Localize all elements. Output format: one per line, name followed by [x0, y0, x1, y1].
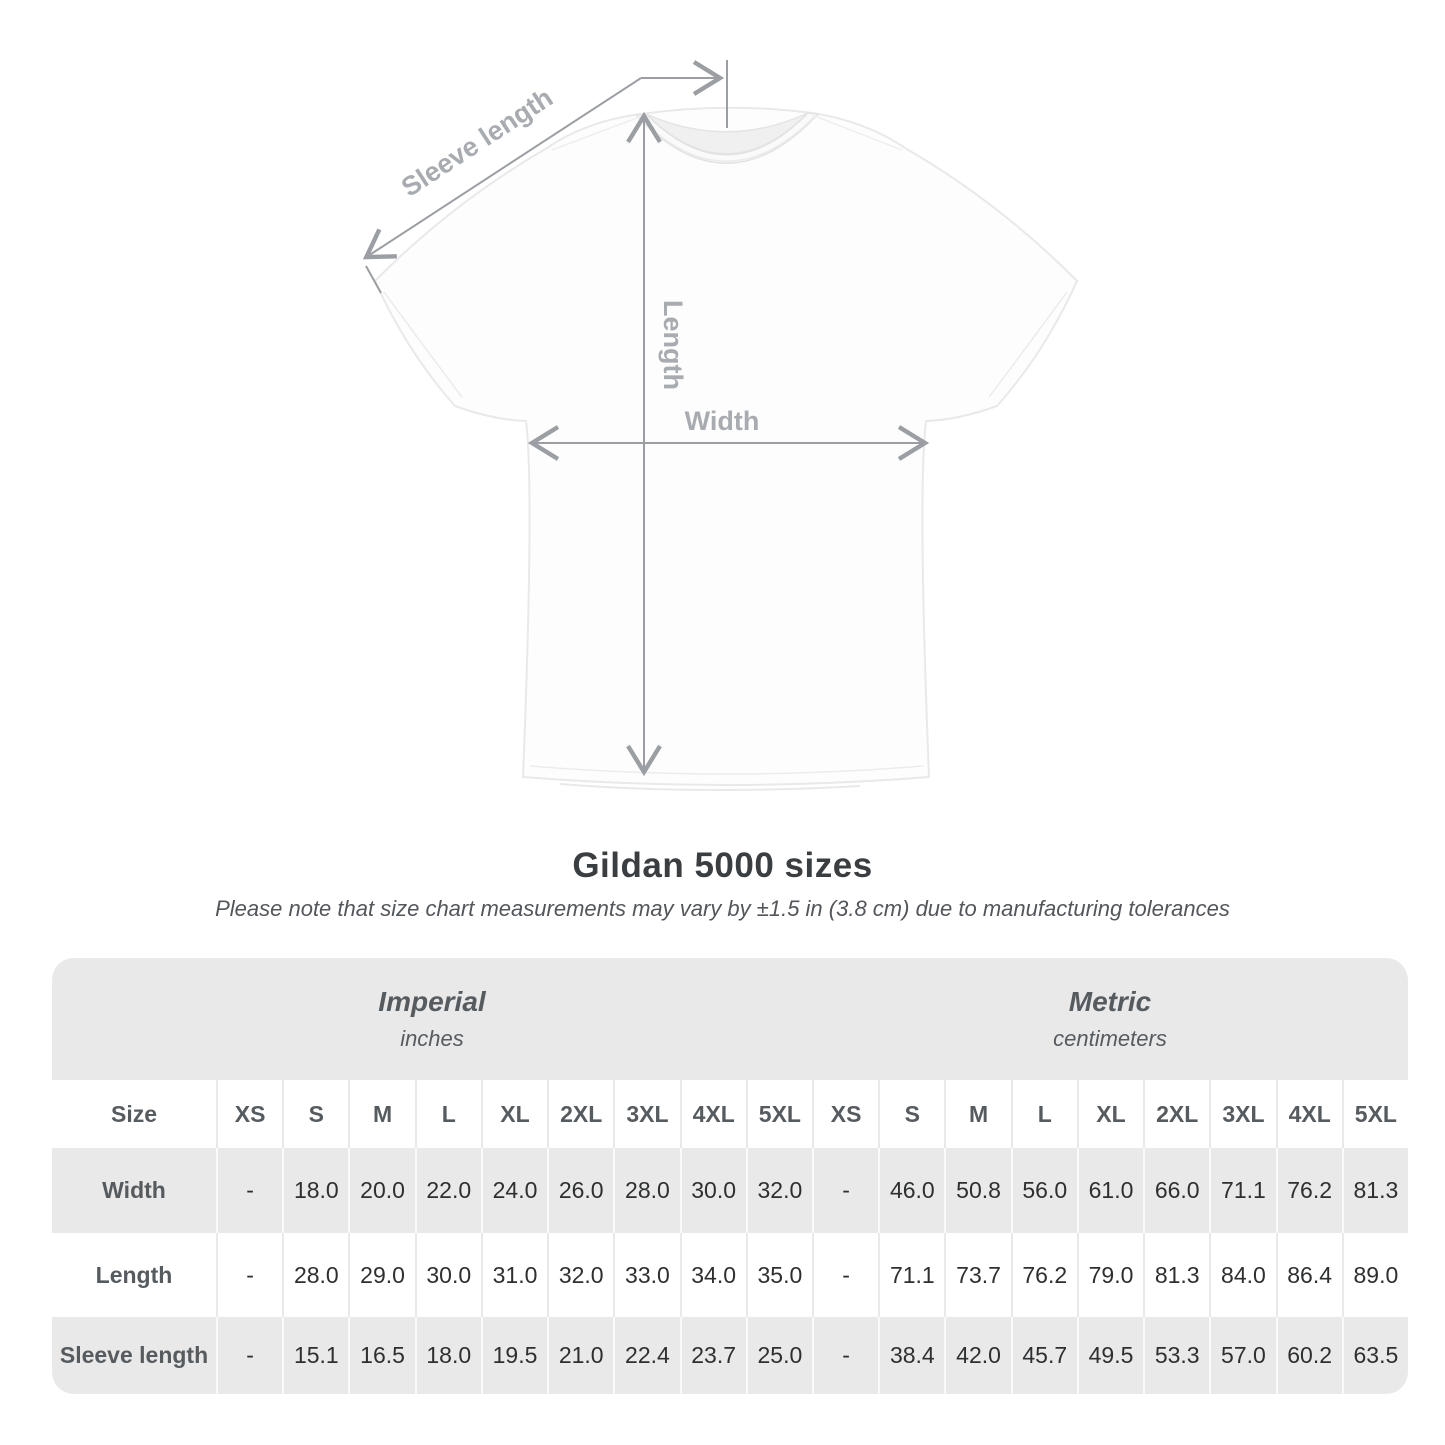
value-cell: 66.0 [1143, 1148, 1210, 1233]
value-cell: 23.7 [679, 1317, 746, 1394]
size-table: Imperial inches Metric centimeters Size X… [52, 958, 1408, 1394]
value-cell: - [811, 1317, 879, 1394]
value-cell: 16.5 [348, 1317, 415, 1394]
tshirt-cuff-seam-left [383, 291, 463, 398]
value-cell: 57.0 [1209, 1317, 1276, 1394]
value-cell: 71.1 [1209, 1148, 1276, 1233]
tshirt-cuff-seam-right [988, 291, 1068, 398]
sleeve-length-cuff-tick [365, 265, 382, 294]
value-cell: 28.0 [282, 1233, 349, 1317]
value-cell: 34.0 [679, 1233, 746, 1317]
value-cell: 76.2 [1010, 1233, 1077, 1317]
value-cell: 61.0 [1076, 1148, 1144, 1233]
tshirt-collar-seam [640, 117, 814, 162]
metric-group-header: Metric centimeters [811, 958, 1408, 1080]
value-cell: 45.7 [1010, 1317, 1077, 1394]
value-cell: 84.0 [1209, 1233, 1276, 1317]
size-header-metric-5xl: 5XL [1341, 1080, 1408, 1148]
value-cell: 32.0 [547, 1233, 614, 1317]
value-cell: - [216, 1317, 283, 1394]
row-label: Sleeve length [52, 1317, 216, 1394]
page-title: Gildan 5000 sizes [572, 846, 873, 885]
value-cell: 50.8 [944, 1148, 1011, 1233]
value-cell: 76.2 [1275, 1148, 1342, 1233]
size-header-imperial-l: L [414, 1080, 481, 1148]
size-header-imperial-xs: XS [216, 1080, 283, 1148]
value-cell: 81.3 [1143, 1233, 1210, 1317]
value-cell: - [811, 1233, 879, 1317]
value-cell: 24.0 [480, 1148, 548, 1233]
value-cell: 38.4 [878, 1317, 945, 1394]
imperial-group-title: Imperial [378, 986, 486, 1017]
value-cell: 46.0 [878, 1148, 945, 1233]
tolerance-note: Please note that size chart measurements… [215, 896, 1230, 921]
tshirt-hem-shadow [559, 783, 861, 792]
value-cell: 42.0 [944, 1317, 1011, 1394]
value-cell: 30.0 [679, 1148, 746, 1233]
size-header-metric-4xl: 4XL [1275, 1080, 1342, 1148]
size-header-imperial-5xl: 5XL [745, 1080, 812, 1148]
value-cell: 53.3 [1143, 1317, 1210, 1394]
value-cell: 15.1 [282, 1317, 349, 1394]
imperial-group-unit: inches [400, 1026, 464, 1051]
size-header-metric-3xl: 3XL [1209, 1080, 1276, 1148]
value-cell: 49.5 [1076, 1317, 1144, 1394]
value-cell: - [811, 1148, 879, 1233]
value-cell: 21.0 [547, 1317, 614, 1394]
size-header-imperial-xl: XL [480, 1080, 548, 1148]
size-header-metric-l: L [1010, 1080, 1077, 1148]
value-cell: 19.5 [480, 1317, 548, 1394]
tshirt-shoulder-seam-right [811, 114, 903, 151]
width-label: Width [685, 406, 760, 436]
imperial-group-header: Imperial inches [52, 958, 812, 1080]
value-cell: - [216, 1148, 283, 1233]
value-cell: 79.0 [1076, 1233, 1144, 1317]
value-cell: 56.0 [1010, 1148, 1077, 1233]
row-label: Length [52, 1233, 216, 1317]
tshirt-measurement-diagram: Sleeve length Length Width [0, 60, 1079, 792]
value-cell: 20.0 [348, 1148, 415, 1233]
value-cell: 30.0 [414, 1233, 481, 1317]
value-cell: 35.0 [745, 1233, 812, 1317]
size-header-metric-m: M [944, 1080, 1011, 1148]
value-cell: 22.4 [613, 1317, 680, 1394]
value-cell: 89.0 [1341, 1233, 1408, 1317]
size-header-imperial-3xl: 3XL [613, 1080, 680, 1148]
size-header-metric-xs: XS [811, 1080, 879, 1148]
value-cell: 60.2 [1275, 1317, 1342, 1394]
value-cell: - [216, 1233, 283, 1317]
value-cell: 28.0 [613, 1148, 680, 1233]
tshirt-hem-seam [529, 765, 924, 775]
length-label: Length [658, 300, 688, 390]
size-header-metric-s: S [878, 1080, 945, 1148]
size-column-header: Size [52, 1080, 216, 1148]
sleeve-length-diagonal-line [368, 77, 642, 256]
value-cell: 73.7 [944, 1233, 1011, 1317]
size-header-imperial-s: S [282, 1080, 349, 1148]
size-header-imperial-4xl: 4XL [679, 1080, 746, 1148]
value-cell: 18.0 [282, 1148, 349, 1233]
value-cell: 33.0 [613, 1233, 680, 1317]
size-header-metric-2xl: 2XL [1143, 1080, 1210, 1148]
value-cell: 71.1 [878, 1233, 945, 1317]
value-cell: 26.0 [547, 1148, 614, 1233]
row-label: Width [52, 1148, 216, 1233]
value-cell: 31.0 [480, 1233, 548, 1317]
value-cell: 86.4 [1275, 1233, 1342, 1317]
value-cell: 63.5 [1341, 1317, 1408, 1394]
size-header-metric-xl: XL [1076, 1080, 1144, 1148]
tshirt-collar-band [634, 112, 820, 164]
tshirt-body [373, 106, 1079, 786]
size-header-imperial-2xl: 2XL [547, 1080, 614, 1148]
size-header-imperial-m: M [348, 1080, 415, 1148]
value-cell: 18.0 [414, 1317, 481, 1394]
value-cell: 32.0 [745, 1148, 812, 1233]
metric-group-unit: centimeters [1053, 1026, 1167, 1051]
metric-group-title: Metric [1068, 986, 1152, 1017]
value-cell: 29.0 [348, 1233, 415, 1317]
value-cell: 22.0 [414, 1148, 481, 1233]
value-cell: 81.3 [1341, 1148, 1408, 1233]
value-cell: 25.0 [745, 1317, 812, 1394]
